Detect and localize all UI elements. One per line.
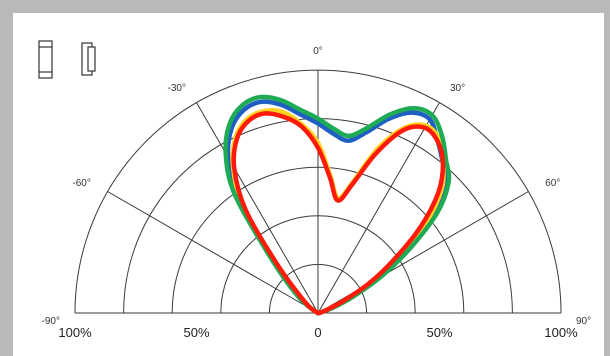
series-curve-2 xyxy=(223,94,452,316)
angle-label-6: 90° xyxy=(576,316,591,327)
grid-spoke-2 xyxy=(196,102,319,314)
series-curve-3 xyxy=(231,111,446,316)
angle-label-0: -90° xyxy=(42,316,60,327)
radial-label-0: 100% xyxy=(58,325,92,340)
lamp-front-icon xyxy=(38,40,53,79)
labels: -90°-60°-30°0°30°60°90°100% 50% 0 50% 100% xyxy=(42,46,592,340)
polar-grid xyxy=(74,69,562,314)
radial-label-3: 50% xyxy=(426,325,452,340)
chart-frame: -90° -60° -30° 0° 30° 60° 90° 100% 50% 0 50% 100% xyxy=(13,13,604,356)
angle-label-2: -30° xyxy=(168,83,186,94)
grid-spoke-1 xyxy=(107,191,319,314)
grid-spoke-4 xyxy=(317,102,440,314)
angle-label-1: -60° xyxy=(72,178,90,189)
radial-label-2: 0 xyxy=(314,325,321,340)
polar-chart: -90°-60°-30°0°30°60°90°100% 50% 0 50% 100% xyxy=(38,40,592,340)
radial-label-4: 100% xyxy=(544,325,578,340)
angle-label-5: 60° xyxy=(545,178,560,189)
angle-label-4: 30° xyxy=(450,83,465,94)
radial-label-1: 50% xyxy=(183,325,209,340)
series-curve-1 xyxy=(230,108,446,316)
angle-label-3: 0° xyxy=(313,46,323,57)
curves xyxy=(223,94,452,316)
lamp-icons xyxy=(38,40,96,79)
lamp-side-icon xyxy=(81,42,96,76)
